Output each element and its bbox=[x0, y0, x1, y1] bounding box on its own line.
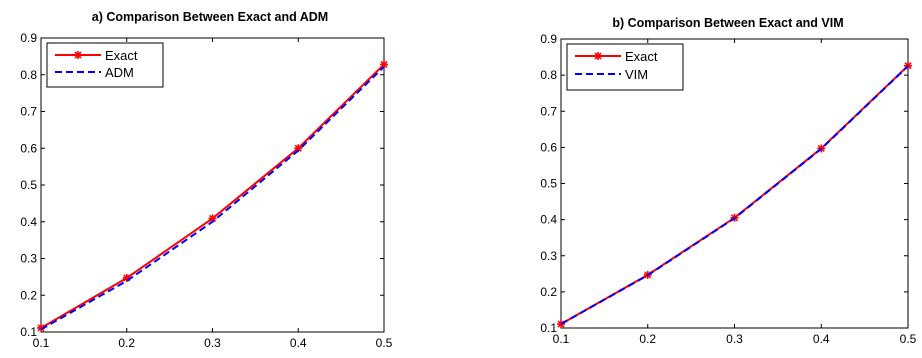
chart-a-legend-exact-label: Exact bbox=[105, 48, 138, 63]
chart-b-legend-box bbox=[566, 43, 684, 91]
chart-b-legend-exact-label: Exact bbox=[625, 49, 658, 64]
chart-a-ytick-label: 0.6 bbox=[20, 141, 37, 155]
chart-a-ytick-label: 0.4 bbox=[20, 215, 37, 229]
chart-a-series-exact-line bbox=[40, 63, 385, 329]
chart-a-title: a) Comparison Between Exact and ADM bbox=[92, 10, 328, 24]
chart-b: b) Comparison Between Exact and VIM 0.10… bbox=[540, 16, 916, 346]
chart-b-series-vim-line bbox=[560, 65, 909, 325]
chart-b-ytick-label: 0.9 bbox=[540, 32, 557, 46]
chart-b-ytick-label: 0.6 bbox=[540, 140, 557, 154]
chart-b-xtick-label: 0.3 bbox=[726, 332, 743, 346]
chart-b-xtick-label: 0.2 bbox=[639, 332, 656, 346]
chart-b-xtick-label: 0.1 bbox=[553, 332, 570, 346]
chart-b-legend: Exact VIM bbox=[566, 43, 684, 91]
chart-b-ytick-label: 0.8 bbox=[540, 68, 557, 82]
chart-a-legend-exact-marker bbox=[74, 51, 82, 59]
chart-a-xtick-label: 0.1 bbox=[33, 336, 50, 350]
chart-b-ytick-label: 0.4 bbox=[540, 213, 557, 227]
chart-b-xtick-label: 0.5 bbox=[900, 332, 917, 346]
chart-b-ytick-label: 0.2 bbox=[540, 285, 557, 299]
chart-a-xtick-label: 0.2 bbox=[118, 336, 135, 350]
chart-b-ytick-label: 0.7 bbox=[540, 104, 557, 118]
chart-a-ytick-label: 0.8 bbox=[20, 68, 37, 82]
chart-b-legend-vim-label: VIM bbox=[625, 67, 648, 82]
chart-a-ytick-label: 0.3 bbox=[20, 252, 37, 266]
chart-a-series-adm-line bbox=[40, 65, 385, 331]
chart-a-legend-adm-label: ADM bbox=[105, 65, 134, 80]
chart-a-ytick-label: 0.7 bbox=[20, 105, 37, 119]
chart-a-xtick-label: 0.5 bbox=[376, 336, 393, 350]
chart-a-legend-box bbox=[46, 42, 164, 88]
chart-a-ytick-label: 0.2 bbox=[20, 288, 37, 302]
chart-b-series-exact-point bbox=[904, 61, 912, 70]
chart-a-xtick-label: 0.4 bbox=[290, 336, 307, 350]
chart-a-ytick-label: 0.5 bbox=[20, 178, 37, 192]
chart-b-ytick-label: 0.5 bbox=[540, 177, 557, 191]
chart-b-xtick-label: 0.4 bbox=[813, 332, 830, 346]
chart-a-series-exact-point bbox=[380, 60, 388, 69]
chart-b-series-exact-line bbox=[560, 65, 909, 325]
chart-a: a) Comparison Between Exact and ADM 0.10… bbox=[20, 10, 392, 350]
chart-a-ytick-label: 0.9 bbox=[20, 31, 37, 45]
chart-b-ytick-label: 0.1 bbox=[540, 321, 557, 335]
chart-a-legend: Exact ADM bbox=[46, 42, 164, 88]
chart-b-ytick-label: 0.3 bbox=[540, 249, 557, 263]
chart-b-legend-exact-marker bbox=[594, 52, 602, 60]
chart-a-series-exact-point bbox=[37, 323, 45, 332]
chart-b-title: b) Comparison Between Exact and VIM bbox=[612, 16, 843, 30]
chart-a-ytick-label: 0.1 bbox=[20, 325, 37, 339]
chart-a-xtick-label: 0.3 bbox=[204, 336, 221, 350]
